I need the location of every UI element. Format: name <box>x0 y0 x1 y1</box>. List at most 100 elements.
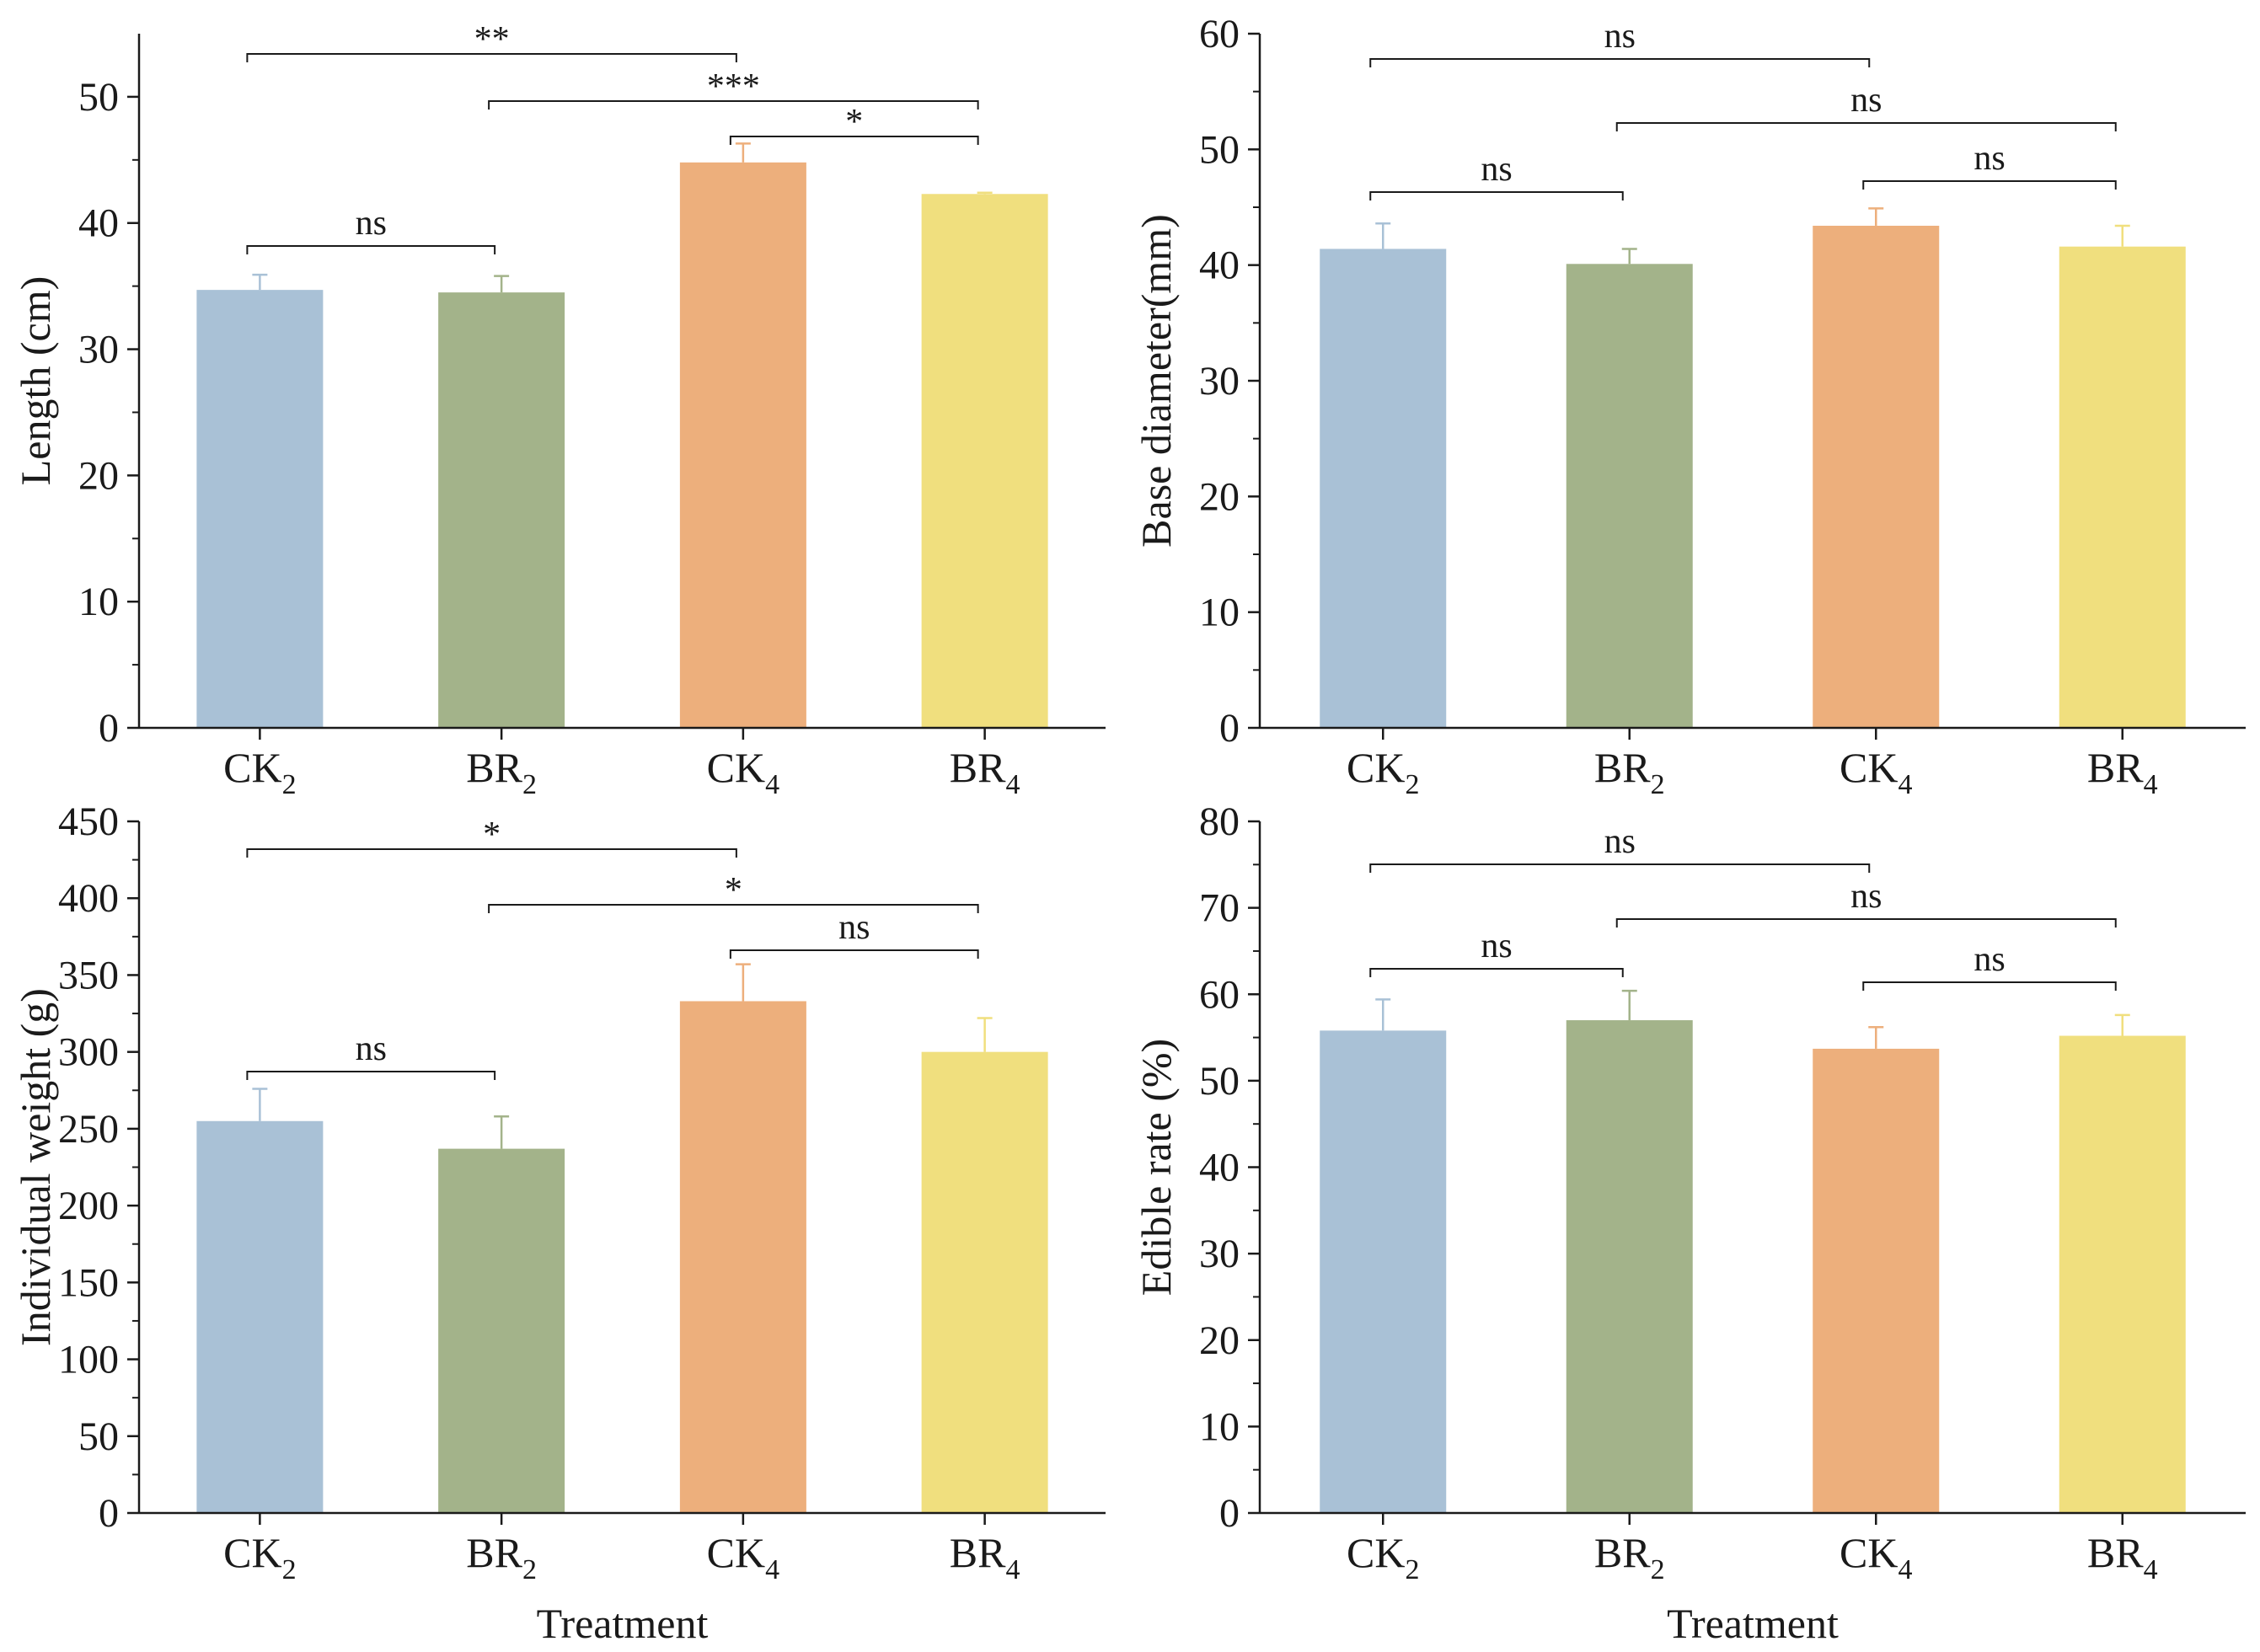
error-bar-BR4 <box>977 191 993 195</box>
bar-BR4 <box>2059 246 2186 728</box>
y-axis-label: Length (cm) <box>12 276 59 486</box>
significance-label: ns <box>1973 940 2005 979</box>
y-tick-label: 350 <box>58 953 119 997</box>
significance-label: ns <box>356 1029 387 1068</box>
bar-BR4 <box>921 1051 1048 1513</box>
significance-label: ns <box>356 204 387 243</box>
significance-label: ns <box>1973 139 2005 178</box>
y-tick-label: 20 <box>1199 1318 1240 1363</box>
x-axis-label: Treatment <box>537 1600 709 1647</box>
y-tick-label: 0 <box>1219 1491 1240 1536</box>
y-tick-label: 0 <box>99 1491 119 1536</box>
bar-BR4 <box>921 194 1048 728</box>
x-tick-label-BR4: BR4 <box>950 744 1020 800</box>
significance-bracket: ns <box>1862 139 2117 190</box>
y-tick-label: 60 <box>1199 972 1240 1017</box>
significance-label: ns <box>838 908 870 947</box>
y-tick-label: 40 <box>1199 1146 1240 1190</box>
significance-label: * <box>725 871 742 910</box>
bar-CK2 <box>1320 249 1447 728</box>
bar-CK4 <box>679 162 806 728</box>
error-bar-CK4 <box>735 142 751 163</box>
bar-CK2 <box>196 1120 324 1513</box>
error-bar-BR4 <box>2114 1013 2130 1036</box>
y-tick-label: 400 <box>58 876 119 921</box>
bar-CK2 <box>196 290 324 728</box>
y-tick-label: 250 <box>58 1107 119 1152</box>
chart-panel-1: 0 10 20 30 40 50 60 CK2 BR2 CK4 BR4 Base diameter(m… <box>1133 12 2246 800</box>
error-bar-BR2 <box>1621 248 1637 265</box>
y-tick-label: 10 <box>78 580 119 624</box>
error-bar-CK4 <box>735 963 751 1002</box>
x-tick-label-CK2: CK2 <box>1347 744 1419 800</box>
y-tick-label: 10 <box>1199 591 1240 635</box>
y-tick-label: 30 <box>1199 359 1240 404</box>
y-tick-label: 300 <box>58 1030 119 1075</box>
y-tick-label: 30 <box>78 328 119 372</box>
x-tick-label-BR2: BR2 <box>466 1529 537 1585</box>
y-tick-label: 20 <box>78 453 119 498</box>
significance-bracket: *** <box>488 67 979 110</box>
y-axis-label: Individual weight (g) <box>12 988 59 1346</box>
chart-panel-2: 0 50 100 150 200 250 300 350 400 450 CK2 BR2 CK4 BR4 I… <box>12 799 1106 1647</box>
error-bar-BR2 <box>1621 989 1637 1021</box>
x-axis-label: Treatment <box>1667 1600 1839 1647</box>
chart-panel-3: 0 10 20 30 40 50 60 70 80 CK2 BR2 CK4 BR4 Edible rate… <box>1133 799 2246 1647</box>
significance-label: ns <box>1604 17 1636 56</box>
significance-bracket: ns <box>1369 17 1871 67</box>
significance-bracket: ns <box>246 1029 496 1080</box>
y-tick-label: 60 <box>1199 12 1240 56</box>
x-tick-label-BR4: BR4 <box>950 1529 1020 1585</box>
y-tick-label: 0 <box>99 706 119 751</box>
error-bar-CK2 <box>252 1088 268 1121</box>
error-bar-BR4 <box>977 1017 993 1052</box>
bar-BR2 <box>1566 1020 1693 1513</box>
error-bar-CK2 <box>1375 222 1391 249</box>
y-tick-label: 80 <box>1199 799 1240 844</box>
bar-CK2 <box>1320 1030 1447 1513</box>
y-tick-label: 200 <box>58 1184 119 1228</box>
significance-bracket: ns <box>1862 940 2117 991</box>
y-tick-label: 70 <box>1199 886 1240 931</box>
y-tick-label: 450 <box>58 799 119 844</box>
y-tick-label: 50 <box>78 75 119 120</box>
bar-BR2 <box>438 1148 565 1513</box>
significance-label: ns <box>1850 877 1882 916</box>
y-tick-label: 50 <box>1199 127 1240 172</box>
y-tick-label: 50 <box>78 1414 119 1459</box>
significance-label: * <box>845 103 863 142</box>
significance-bracket: ns <box>729 908 979 959</box>
x-tick-label-CK4: CK4 <box>707 1529 779 1585</box>
x-tick-label-CK4: CK4 <box>1840 744 1912 800</box>
error-bar-BR4 <box>2114 224 2130 247</box>
x-tick-label-BR4: BR4 <box>2087 744 2158 800</box>
y-tick-label: 10 <box>1199 1404 1240 1449</box>
x-tick-label-CK2: CK2 <box>1347 1529 1419 1585</box>
y-tick-label: 100 <box>58 1338 119 1382</box>
x-tick-label-BR2: BR2 <box>1594 1529 1665 1585</box>
significance-label: ns <box>1481 150 1512 189</box>
significance-bracket: ns <box>1369 150 1624 200</box>
y-axis-label: Edible rate (%) <box>1133 1039 1180 1296</box>
significance-bracket: ns <box>1615 877 2117 928</box>
significance-bracket: ns <box>1615 81 2117 131</box>
significance-bracket: * <box>729 103 979 145</box>
significance-label: *** <box>707 67 760 106</box>
bar-CK4 <box>679 1001 806 1513</box>
bar-BR4 <box>2059 1035 2186 1513</box>
significance-label: ns <box>1481 927 1512 965</box>
x-tick-label-BR2: BR2 <box>466 744 537 800</box>
y-tick-label: 20 <box>1199 474 1240 519</box>
error-bar-CK4 <box>1868 1025 1884 1049</box>
significance-bracket: ns <box>246 204 496 254</box>
y-tick-label: 0 <box>1219 706 1240 751</box>
x-tick-label-CK4: CK4 <box>707 744 779 800</box>
error-bar-CK2 <box>252 273 268 291</box>
significance-bracket: ns <box>1369 927 1624 977</box>
y-tick-label: 150 <box>58 1260 119 1305</box>
significance-label: * <box>483 815 501 854</box>
bar-CK4 <box>1813 1048 1940 1513</box>
y-tick-label: 40 <box>78 201 119 246</box>
y-tick-label: 40 <box>1199 243 1240 288</box>
